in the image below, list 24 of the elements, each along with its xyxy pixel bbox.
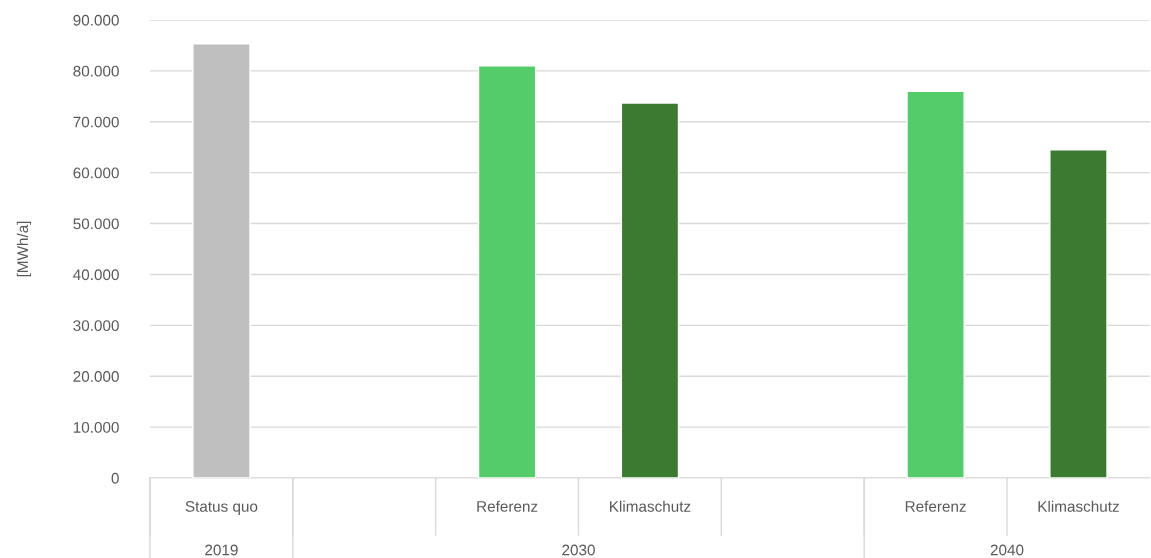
y-tick-label: 60.000 — [73, 167, 119, 179]
x-tick-label: Referenz — [905, 500, 966, 512]
bar — [477, 65, 537, 478]
y-axis-title: [MWh/a] — [16, 221, 32, 277]
x-tick-label: Klimaschutz — [1038, 500, 1119, 512]
bar — [906, 90, 965, 478]
bar — [620, 102, 680, 478]
y-tick-label: 10.000 — [73, 421, 119, 433]
x-tick-label: Klimaschutz — [610, 500, 691, 512]
y-tick-label: 90.000 — [73, 14, 119, 26]
text: 2040 — [990, 544, 1024, 556]
y-tick-label: 70.000 — [73, 116, 119, 128]
x-tick-label: Status quo — [185, 501, 258, 515]
y-tick-label: 30.000 — [73, 320, 119, 332]
y-tick-label: 0 — [111, 472, 119, 484]
bar — [1049, 149, 1108, 478]
text: 2030 — [562, 544, 595, 556]
y-tick-label: 50.000 — [73, 218, 119, 230]
x-tick-label: Referenz — [477, 500, 538, 512]
y-tick-label: 40.000 — [73, 269, 119, 281]
bar — [192, 43, 251, 478]
text: 2019 — [205, 544, 238, 556]
y-tick-label: 20.000 — [73, 371, 119, 382]
y-tick-label: 80.000 — [73, 65, 119, 77]
